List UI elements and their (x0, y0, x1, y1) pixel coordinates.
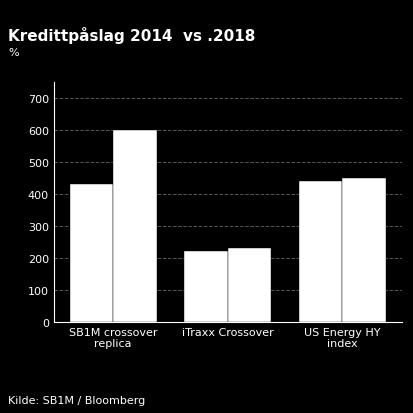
Text: Kilde: SB1M / Bloomberg: Kilde: SB1M / Bloomberg (8, 395, 145, 405)
Bar (227, 249, 271, 322)
Bar (342, 178, 385, 322)
Bar (113, 131, 156, 322)
Bar (69, 185, 113, 322)
Text: %: % (8, 47, 19, 57)
Bar (184, 252, 227, 322)
Text: Kredittpåslag 2014  vs .2018: Kredittpåslag 2014 vs .2018 (8, 27, 255, 44)
Bar (298, 182, 342, 322)
